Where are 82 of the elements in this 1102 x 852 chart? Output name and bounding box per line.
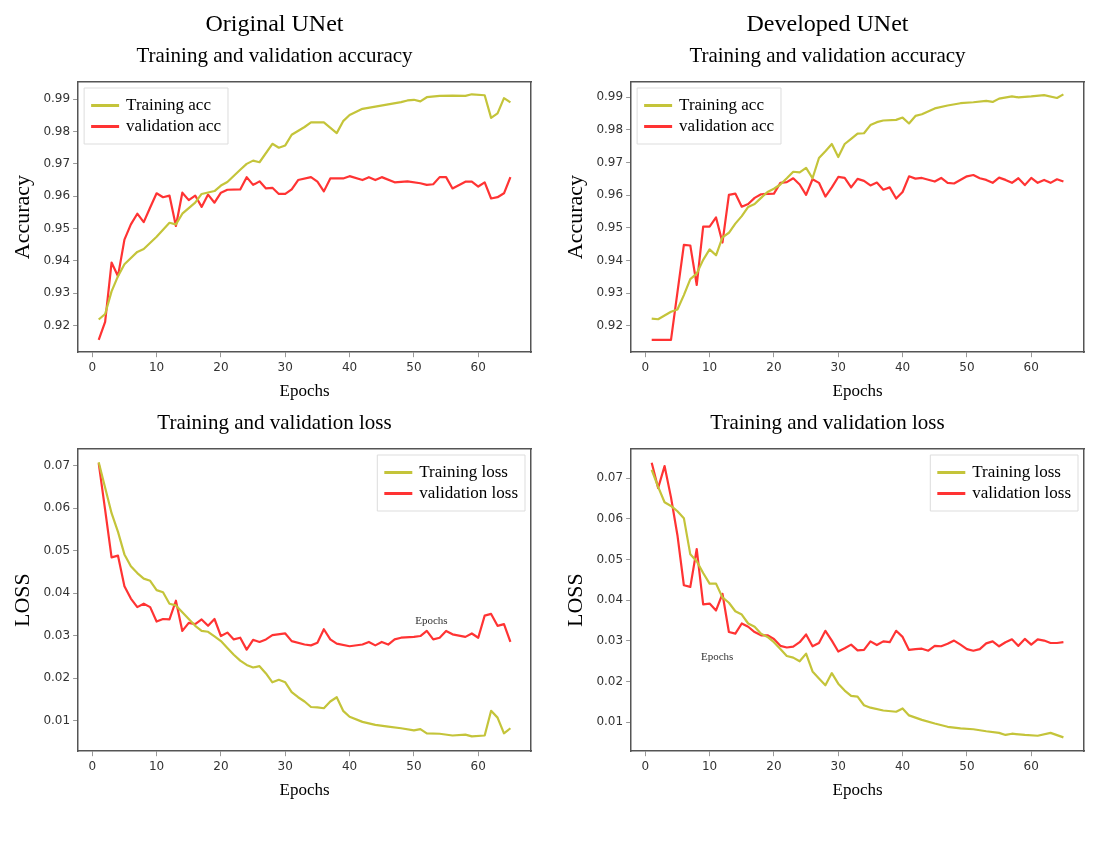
- y-tick-label: 0.02: [596, 673, 624, 688]
- legend-label: validation loss: [419, 482, 519, 502]
- x-tick-label: 50: [959, 758, 975, 773]
- x-tick-label: 40: [341, 758, 358, 773]
- chart-title: Training and validation accuracy: [136, 43, 413, 68]
- y-tick-label: 0.97: [43, 155, 71, 170]
- chart-title: Training and validation loss: [710, 410, 945, 435]
- y-tick-label: 0.06: [596, 511, 624, 526]
- legend-label: validation loss: [972, 482, 1072, 502]
- y-tick-label: 0.06: [43, 500, 71, 515]
- x-axis-title: Epochs: [832, 381, 883, 401]
- x-tick-label: 10: [701, 758, 718, 773]
- legend-label: validation acc: [679, 115, 775, 135]
- chart-subtitle: Original UNet: [205, 10, 344, 37]
- y-tick-label: 0.03: [596, 633, 624, 648]
- y-tick-label: 0.95: [43, 220, 71, 235]
- y-tick-label: 0.01: [43, 712, 71, 727]
- y-axis-title: Accuracy: [561, 174, 587, 260]
- y-tick-label: 0.04: [596, 592, 624, 607]
- y-tick-label: 0.03: [43, 627, 71, 642]
- x-tick-label: 20: [213, 758, 229, 773]
- x-tick-label: 20: [766, 758, 782, 773]
- y-tick-label: 0.07: [43, 457, 71, 472]
- y-tick-label: 0.92: [596, 317, 624, 332]
- y-axis-title: Accuracy: [8, 174, 34, 260]
- chart-title: Training and validation accuracy: [689, 43, 966, 68]
- x-tick-label: 50: [406, 359, 422, 374]
- x-tick-label: 50: [406, 758, 422, 773]
- x-axis-title: Epochs: [279, 780, 330, 800]
- x-tick-label: 0: [641, 359, 650, 374]
- y-tick-label: 0.99: [43, 91, 71, 106]
- legend-label: Training loss: [419, 461, 508, 481]
- legend-label: validation acc: [126, 115, 222, 135]
- x-tick-label: 40: [894, 758, 911, 773]
- y-tick-label: 0.98: [43, 123, 71, 138]
- y-tick-label: 0.96: [596, 187, 624, 202]
- y-tick-label: 0.93: [596, 285, 624, 300]
- x-tick-label: 10: [701, 359, 718, 374]
- x-tick-label: 10: [148, 359, 165, 374]
- x-tick-label: 30: [277, 758, 293, 773]
- y-tick-label: 0.01: [596, 714, 624, 729]
- y-tick-label: 0.02: [43, 670, 71, 685]
- y-axis-title: LOSS: [561, 573, 587, 627]
- legend-label: Training acc: [679, 94, 765, 114]
- y-tick-label: 0.97: [596, 154, 624, 169]
- x-tick-label: 60: [1023, 758, 1039, 773]
- x-tick-label: 30: [830, 359, 846, 374]
- x-tick-label: 20: [213, 359, 229, 374]
- y-tick-label: 0.04: [43, 585, 71, 600]
- y-axis-title: LOSS: [8, 573, 34, 627]
- x-tick-label: 60: [470, 359, 486, 374]
- y-tick-label: 0.05: [43, 542, 71, 557]
- x-tick-label: 60: [470, 758, 486, 773]
- y-tick-label: 0.98: [596, 122, 624, 137]
- y-tick-label: 0.95: [596, 219, 624, 234]
- legend-label: Training acc: [126, 94, 212, 114]
- y-tick-label: 0.99: [596, 89, 624, 104]
- x-tick-label: 0: [88, 359, 97, 374]
- y-tick-label: 0.07: [596, 470, 624, 485]
- y-tick-label: 0.93: [43, 285, 71, 300]
- annotation: Epochs: [415, 614, 448, 627]
- x-tick-label: 60: [1023, 359, 1039, 374]
- y-tick-label: 0.94: [596, 252, 624, 267]
- x-tick-label: 40: [894, 359, 911, 374]
- x-tick-label: 20: [766, 359, 782, 374]
- x-axis-title: Epochs: [279, 381, 330, 401]
- y-tick-label: 0.96: [43, 188, 71, 203]
- chart-subtitle: Developed UNet: [746, 10, 909, 37]
- chart-title: Training and validation loss: [157, 410, 392, 435]
- x-tick-label: 0: [88, 758, 97, 773]
- x-tick-label: 30: [277, 359, 293, 374]
- x-tick-label: 10: [148, 758, 165, 773]
- annotation: Epochs: [700, 650, 734, 663]
- legend-label: Training loss: [972, 461, 1061, 481]
- x-tick-label: 30: [830, 758, 846, 773]
- x-axis-title: Epochs: [832, 780, 883, 800]
- x-tick-label: 40: [341, 359, 358, 374]
- y-tick-label: 0.92: [43, 317, 71, 332]
- y-tick-label: 0.94: [43, 253, 71, 268]
- x-tick-label: 0: [641, 758, 650, 773]
- x-tick-label: 50: [959, 359, 975, 374]
- y-tick-label: 0.05: [596, 551, 624, 566]
